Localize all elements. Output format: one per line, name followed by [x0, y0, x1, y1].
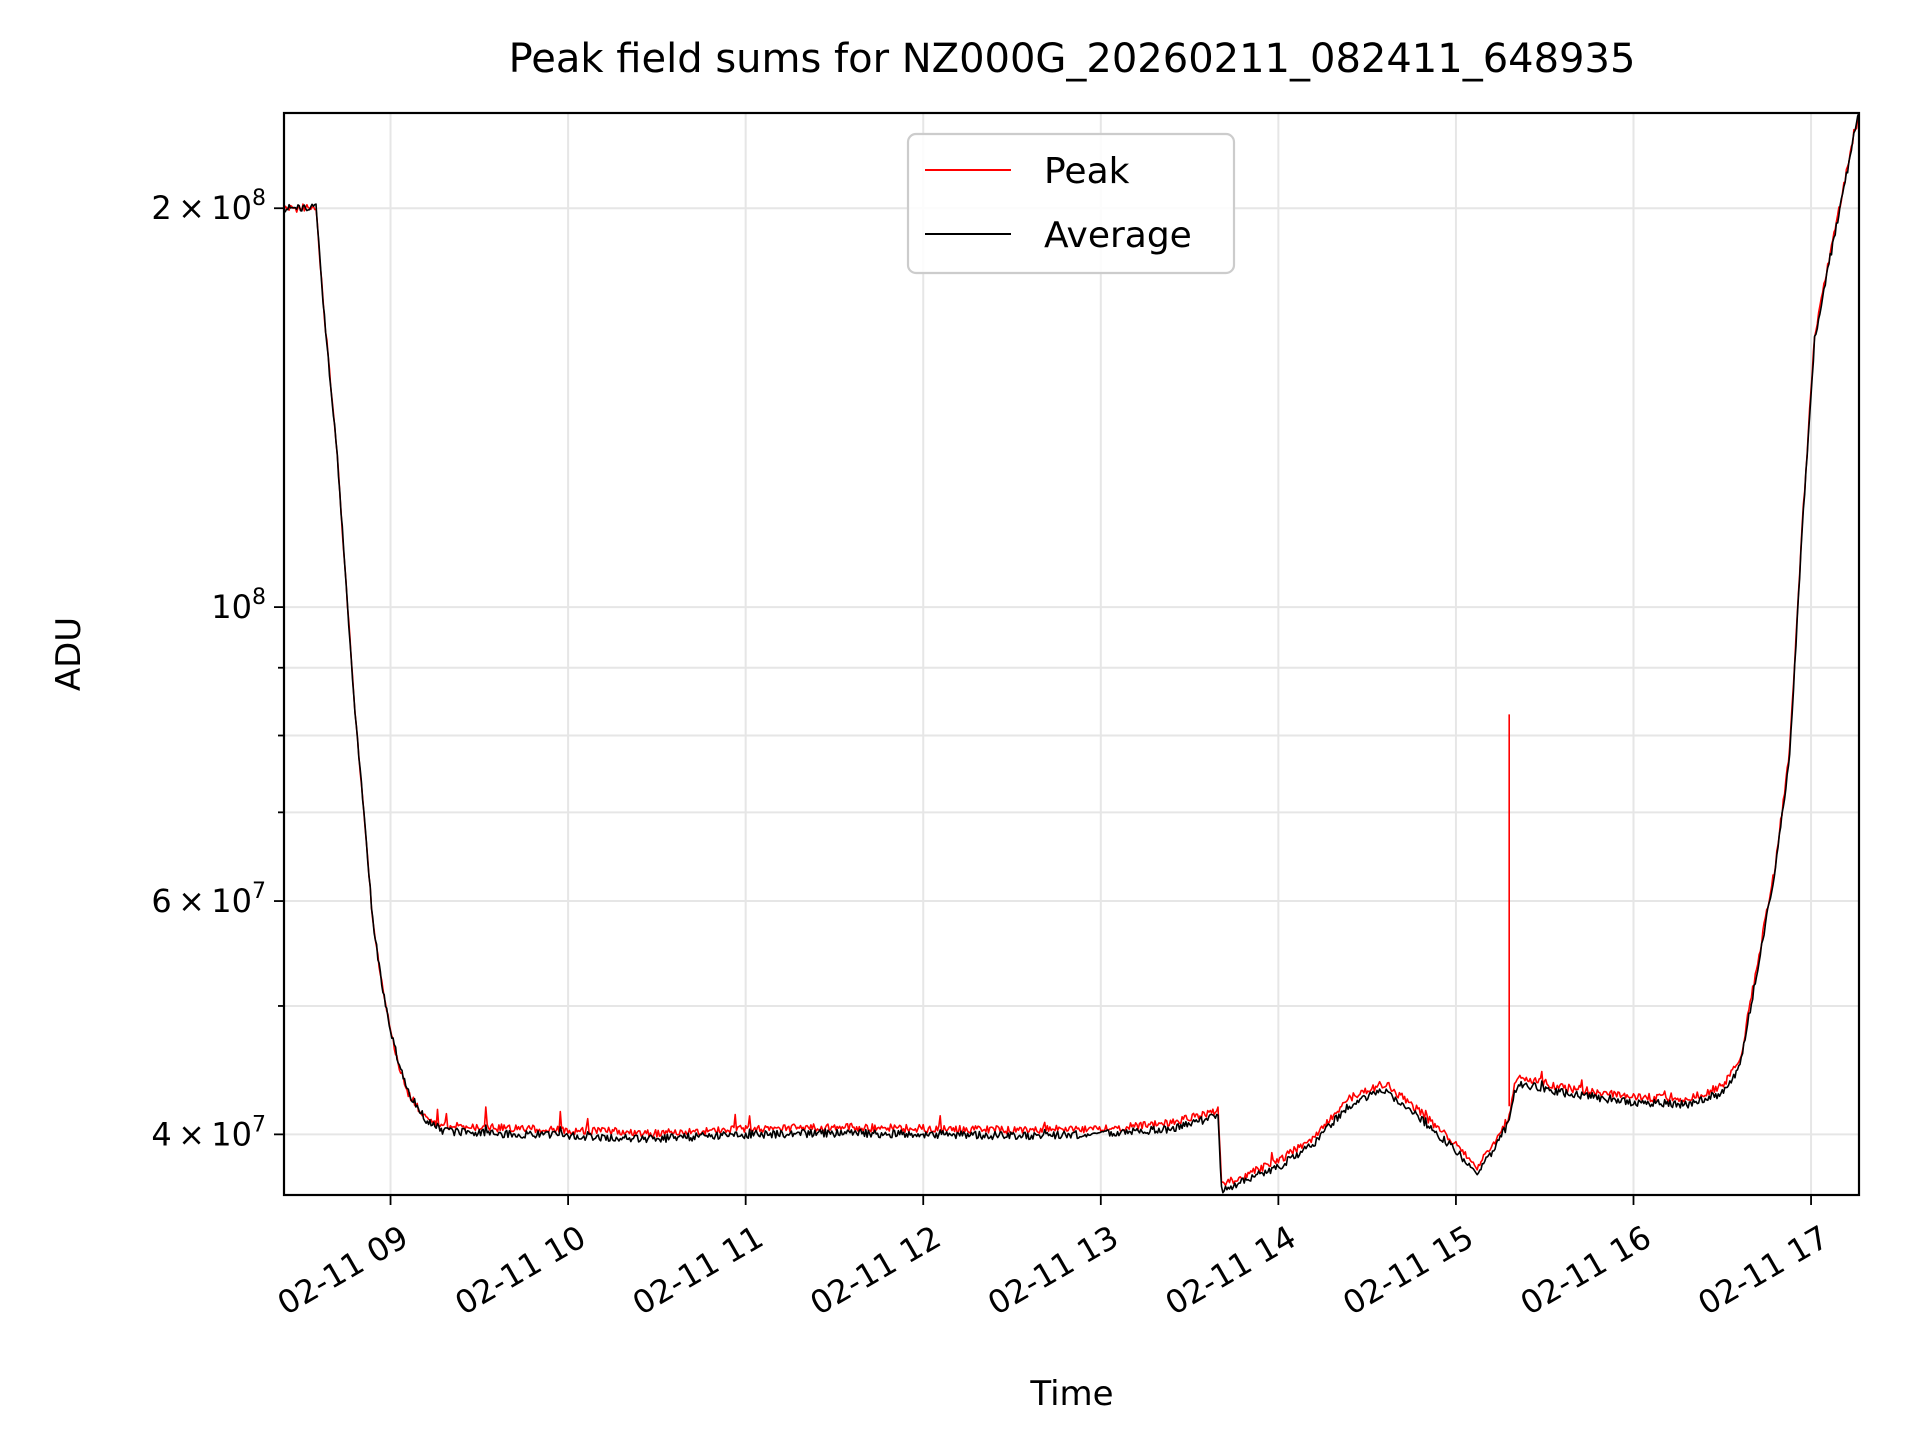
- axes-frame: [282, 111, 1861, 1197]
- series-line-average: [284, 113, 1859, 1194]
- legend-label-average: Average: [1044, 215, 1192, 256]
- series-line-peak: [284, 113, 1859, 1187]
- y-tick-label: 2 × 108: [151, 186, 266, 227]
- y-tick-label: 6 × 107: [151, 879, 266, 920]
- y-axis-label: ADU: [49, 617, 89, 691]
- series-layer: [284, 113, 1859, 1194]
- legend-box: [906, 132, 1236, 275]
- legend: Peak Average: [906, 132, 1236, 275]
- legend-label-peak: Peak: [1044, 151, 1130, 192]
- y-tick-label: 4 × 107: [151, 1112, 266, 1153]
- x-axis-label: Time: [1029, 1374, 1113, 1414]
- chart-title: Peak field sums for NZ000G_20260211_0824…: [509, 36, 1636, 82]
- y-tick-label: 108: [211, 585, 266, 626]
